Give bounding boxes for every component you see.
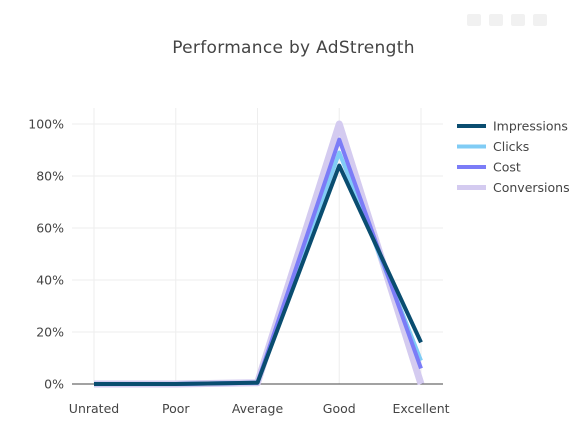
y-tick-label: 100% xyxy=(28,117,64,132)
x-tick-label: Good xyxy=(323,401,356,416)
chart-modebar[interactable] xyxy=(467,14,547,26)
y-tick-label: 80% xyxy=(36,169,64,184)
y-tick-label: 40% xyxy=(36,273,64,288)
legend-label: Cost xyxy=(493,160,521,175)
y-tick-label: 0% xyxy=(44,377,64,392)
legend-label: Conversions xyxy=(493,180,570,195)
autoscale-icon[interactable] xyxy=(533,14,547,26)
legend-label: Clicks xyxy=(493,139,529,154)
x-tick-label: Poor xyxy=(162,401,190,416)
y-tick-label: 20% xyxy=(36,325,64,340)
x-tick-label: Excellent xyxy=(392,401,449,416)
series-line xyxy=(94,163,423,386)
x-tick-label: Average xyxy=(232,401,284,416)
x-tick-label: Unrated xyxy=(69,401,119,416)
legend-label: Impressions xyxy=(493,119,568,134)
zoom-icon[interactable] xyxy=(489,14,503,26)
chart-title: Performance by AdStrength xyxy=(172,38,415,58)
camera-icon[interactable] xyxy=(467,14,481,26)
pan-icon[interactable] xyxy=(511,14,525,26)
y-tick-label: 60% xyxy=(36,221,64,236)
